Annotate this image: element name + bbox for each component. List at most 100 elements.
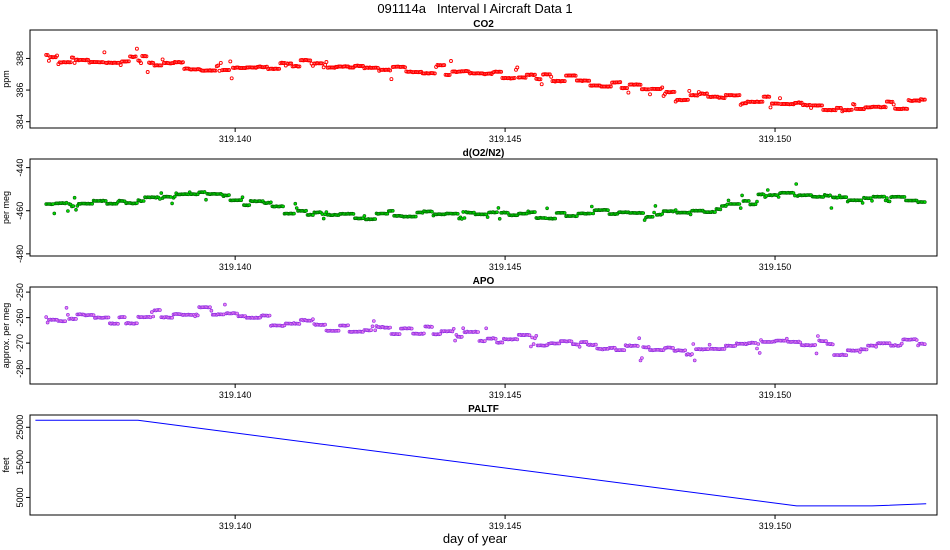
data-point (690, 352, 694, 356)
data-point (170, 315, 174, 320)
data-point (844, 195, 849, 199)
data-point (292, 211, 296, 216)
data-point (883, 105, 888, 110)
series-line-paltf (35, 419, 927, 507)
data-point (671, 346, 675, 350)
data-point (63, 319, 67, 324)
data-point (532, 72, 537, 77)
data-point (204, 197, 208, 202)
data-point (139, 61, 143, 66)
data-point (652, 210, 656, 215)
data-point (484, 212, 489, 217)
plot-frame (29, 29, 938, 129)
data-point (545, 206, 549, 211)
y-tick-label: 386 (15, 83, 25, 98)
data-point (515, 337, 520, 342)
data-point (497, 217, 502, 221)
data-point (484, 326, 489, 331)
data-point (899, 341, 904, 346)
data-point (99, 60, 104, 65)
data-point (281, 204, 285, 209)
x-tick-label: 319.140 (219, 134, 252, 144)
data-point (453, 338, 457, 343)
panel-o2n2: d(O2/N2) per meg 319.140 319.145 319.150 -480… (1, 148, 938, 272)
data-point (794, 182, 799, 186)
data-point (67, 60, 72, 65)
data-point (672, 89, 677, 94)
data-point (68, 60, 73, 65)
data-point (755, 199, 759, 204)
data-point (116, 321, 120, 326)
data-point (297, 64, 302, 69)
data-point (323, 322, 327, 327)
y-tick-label: -260 (15, 309, 25, 327)
data-point (196, 313, 200, 318)
x-tick-label: 319.140 (219, 521, 252, 531)
y-tick-label: 25000 (15, 415, 25, 440)
data-point (442, 63, 447, 68)
data-point (718, 207, 723, 212)
data-point (529, 344, 533, 349)
data-point (707, 342, 712, 347)
data-point (539, 82, 544, 87)
y-tick-label: -440 (15, 159, 25, 177)
data-point (688, 212, 693, 217)
data-point (737, 93, 742, 98)
data-point (74, 208, 78, 212)
data-point (208, 305, 212, 310)
data-point (813, 343, 818, 347)
data-point (838, 105, 843, 110)
data-point (144, 54, 149, 59)
data-point (591, 211, 596, 216)
data-point (409, 326, 414, 331)
data-point (55, 53, 59, 58)
data-point (562, 211, 567, 215)
data-point (814, 351, 819, 356)
data-point (104, 199, 108, 203)
x-tick-label: 319.150 (759, 134, 792, 144)
data-point (216, 63, 221, 68)
data-point (476, 330, 480, 334)
data-point (660, 85, 665, 90)
data-point (346, 323, 350, 328)
data-point (275, 66, 280, 71)
data-point (704, 91, 709, 96)
data-point (485, 215, 490, 219)
data-point (52, 211, 57, 216)
data-point (170, 201, 174, 206)
data-point (46, 58, 51, 63)
data-point (537, 77, 541, 82)
data-point (106, 315, 111, 320)
data-point (125, 59, 130, 64)
data-point (538, 77, 543, 82)
data-point (885, 196, 889, 200)
data-point (608, 84, 613, 89)
data-point (324, 60, 329, 64)
data-point (726, 198, 731, 203)
plot-frame (29, 158, 938, 257)
data-point (816, 334, 820, 338)
data-point (173, 194, 177, 199)
data-point (296, 64, 300, 69)
data-point (585, 78, 590, 83)
data-point (860, 201, 865, 205)
data-point (515, 65, 520, 70)
data-point (691, 342, 696, 346)
data-point (531, 342, 536, 346)
data-point (122, 315, 127, 320)
data-point (606, 208, 610, 212)
data-point (44, 315, 49, 319)
y-tick-label: -480 (15, 245, 25, 263)
data-point (562, 79, 567, 84)
data-point (497, 69, 502, 74)
data-point (493, 336, 498, 341)
data-point (422, 331, 426, 336)
data-point (829, 206, 834, 210)
data-point (561, 79, 566, 84)
data-point (336, 328, 341, 333)
data-point (759, 99, 763, 104)
data-point (71, 55, 76, 60)
data-point (837, 105, 842, 110)
y-tick-label: 15000 (15, 450, 25, 475)
data-point (740, 193, 744, 198)
